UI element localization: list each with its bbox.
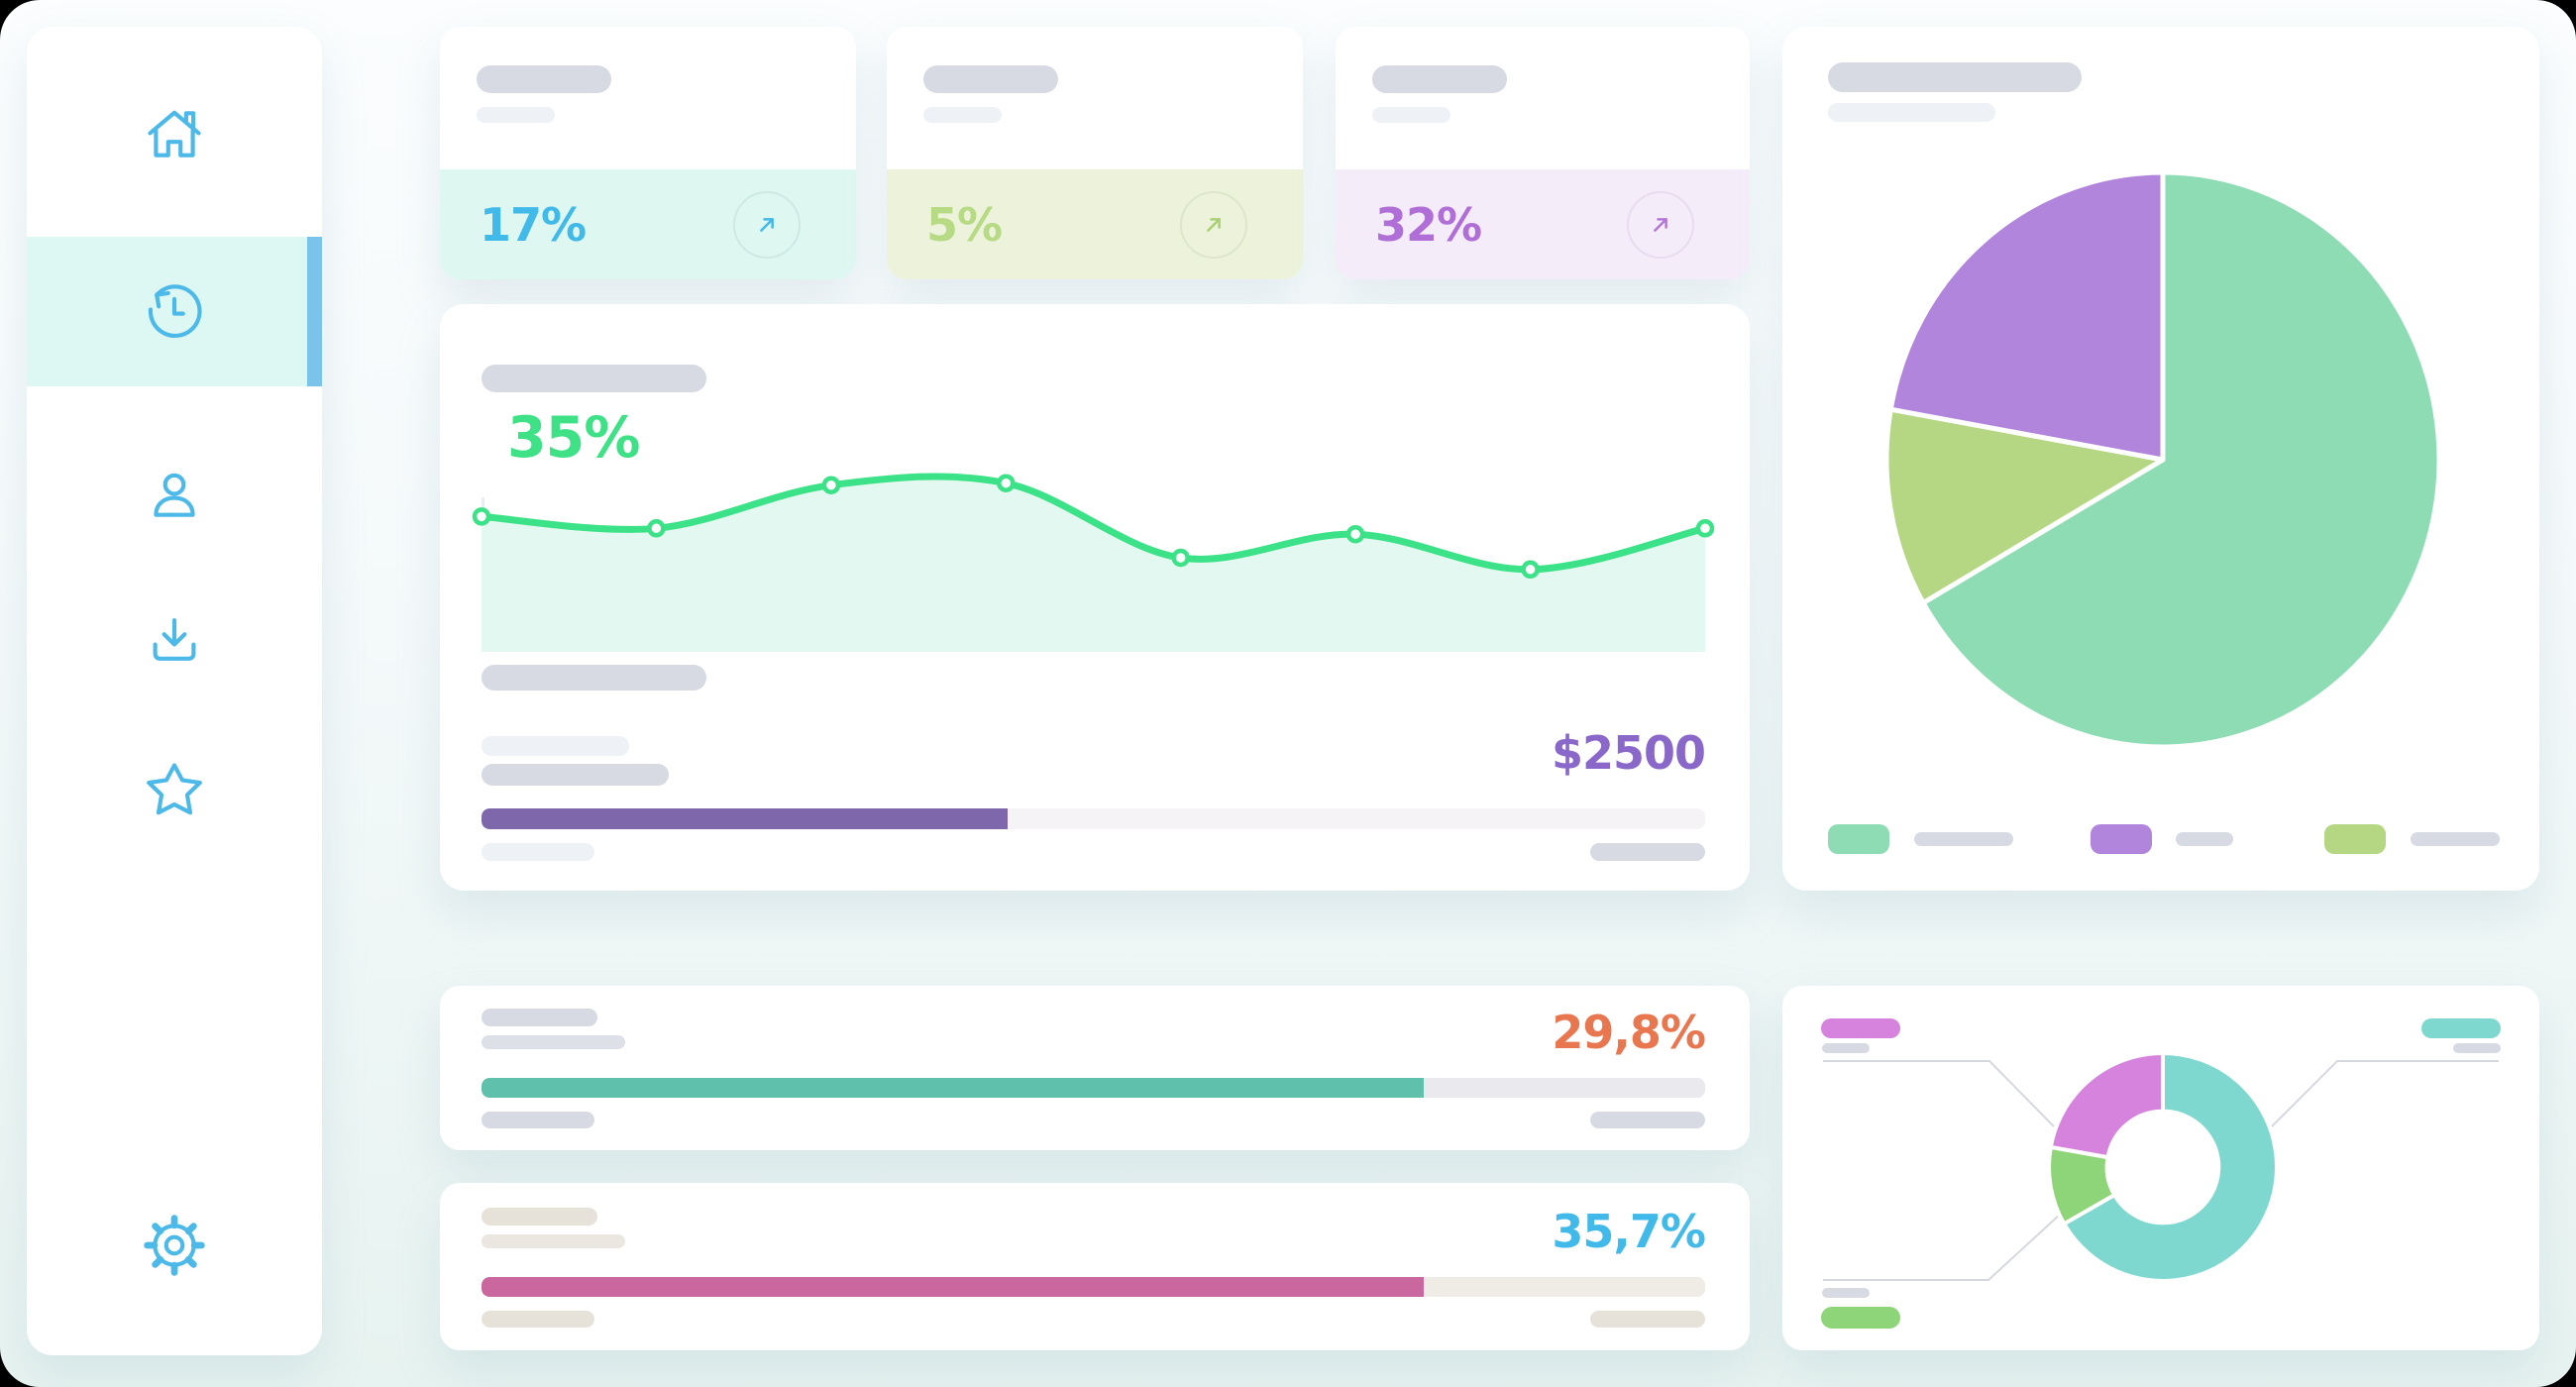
skeleton-title [482, 1208, 597, 1226]
history-icon [148, 284, 202, 339]
sidebar [27, 27, 322, 1355]
progress-card-2: 35,7% [440, 1183, 1750, 1350]
sidebar-item-settings[interactable] [144, 1215, 205, 1276]
skeleton-subtitle [482, 1035, 625, 1049]
sidebar-item-home[interactable] [144, 105, 205, 166]
progress-fill [482, 1277, 1424, 1297]
pie-chart-card [1782, 27, 2539, 891]
stat-card-2: 5% [887, 27, 1303, 279]
line-chart-point [997, 474, 1016, 492]
trend-button[interactable] [733, 190, 801, 259]
stat-card-3: 32% [1336, 27, 1750, 279]
callout-swatch-green [1821, 1307, 1900, 1329]
skeleton-title [1828, 62, 2082, 92]
legend-label-skeleton [1914, 832, 2013, 846]
progress-track [482, 1078, 1705, 1098]
line-chart-point [1345, 524, 1365, 544]
skeleton-footnote [482, 843, 594, 861]
stat-card-1: 17% [440, 27, 856, 279]
stat-value: 17% [480, 197, 587, 252]
skeleton-subtitle [1828, 103, 1995, 122]
line-chart-point [821, 476, 841, 494]
trend-button[interactable] [1627, 190, 1694, 259]
callout-label-skeleton [1822, 1043, 1870, 1053]
download-icon [153, 617, 196, 661]
skeleton-footnote [482, 1311, 594, 1328]
main-progress-fill [482, 808, 1009, 829]
legend-label-skeleton [2176, 832, 2233, 846]
progress-value: 29,8% [1552, 1006, 1706, 1059]
progress-value: 35,7% [1552, 1205, 1706, 1258]
skeleton-title [482, 1009, 597, 1026]
skeleton-footnote [1590, 1311, 1705, 1328]
progress-fill [482, 1078, 1424, 1098]
callout-label-skeleton [1822, 1288, 1870, 1298]
skeleton-subtitle [477, 107, 555, 123]
donut-slice-segment-teal [2062, 1051, 2279, 1283]
sidebar-active-indicator [307, 237, 322, 386]
skeleton-subtitle [923, 107, 1002, 123]
stat-panel: 17% [440, 169, 856, 279]
home-icon [148, 110, 201, 158]
legend-swatch-green [1828, 824, 1889, 854]
line-chart-point [1171, 548, 1190, 568]
line-chart [472, 473, 1715, 652]
legend-label-skeleton [2411, 832, 2500, 846]
donut-chart [2047, 1051, 2279, 1283]
arrow-up-right-icon [1654, 217, 1667, 232]
pie-slice-segment-olive [1883, 406, 2166, 605]
line-chart-point [472, 507, 491, 526]
arrow-up-right-icon [760, 217, 774, 232]
pie-slice-segment-purple [1887, 169, 2166, 463]
line-chart-point [1521, 560, 1540, 580]
stat-panel: 32% [1336, 169, 1750, 279]
user-icon [154, 473, 195, 517]
stat-value: 5% [926, 197, 1003, 252]
main-progress-track [482, 808, 1705, 829]
trend-button[interactable] [1180, 190, 1247, 259]
line-chart-point [1695, 519, 1715, 538]
skeleton-label [482, 736, 629, 756]
skeleton-label [482, 764, 669, 786]
main-chart-card: 35% $2500 [440, 304, 1750, 891]
gear-icon [144, 1215, 205, 1276]
legend-swatch-purple [2091, 824, 2152, 854]
skeleton-title [923, 65, 1058, 93]
donut-chart-card [1782, 986, 2539, 1350]
star-icon [147, 763, 202, 815]
progress-track [482, 1277, 1705, 1297]
pie-chart [1883, 169, 2442, 750]
skeleton-title [1372, 65, 1507, 93]
sidebar-item-favorites[interactable] [144, 759, 205, 820]
skeleton-footnote [482, 1112, 594, 1128]
sidebar-item-history[interactable] [144, 281, 205, 343]
arrow-up-right-icon [1207, 217, 1221, 232]
skeleton-subtitle [1372, 107, 1450, 123]
skeleton-subtitle [482, 1234, 625, 1248]
legend-swatch-olive [2324, 824, 2386, 854]
skeleton-footnote [1590, 843, 1705, 861]
callout-label-skeleton [2453, 1043, 2501, 1053]
leader-lines [1823, 1060, 2499, 1281]
chart-headline: 35% [507, 405, 640, 471]
sidebar-item-downloads[interactable] [144, 611, 205, 673]
pie-slice-segment-green [1920, 169, 2442, 750]
progress-card-1: 29,8% [440, 986, 1750, 1150]
skeleton-title [477, 65, 611, 93]
stat-panel: 5% [887, 169, 1303, 279]
skeleton-footnote [1590, 1112, 1705, 1128]
line-chart-area [482, 476, 1705, 652]
callout-swatch-magenta [1821, 1018, 1900, 1038]
sidebar-item-profile[interactable] [144, 465, 205, 526]
stat-value: 32% [1375, 197, 1482, 252]
skeleton-caption [482, 665, 706, 691]
callout-swatch-teal [2421, 1018, 2501, 1038]
amount-value: $2500 [1551, 726, 1706, 780]
line-chart-point [647, 519, 666, 538]
line-chart-path [478, 473, 1709, 574]
donut-slice-segment-magenta [2048, 1051, 2165, 1160]
skeleton-title [482, 365, 706, 392]
